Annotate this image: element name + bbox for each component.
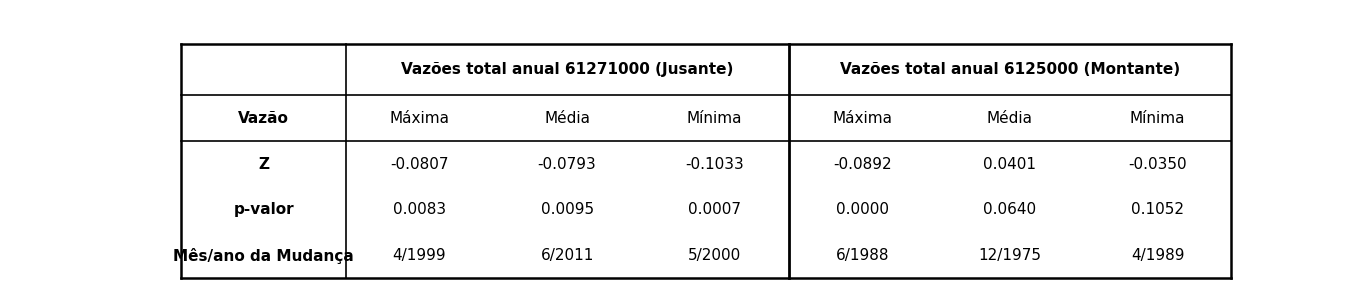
Text: p-valor: p-valor (234, 202, 294, 217)
Text: Vazões total anual 61271000 (Jusante): Vazões total anual 61271000 (Jusante) (401, 62, 733, 77)
Text: 0.0401: 0.0401 (983, 156, 1036, 171)
Text: -0.0350: -0.0350 (1128, 156, 1187, 171)
Text: 6/1988: 6/1988 (835, 248, 889, 263)
Text: -0.0793: -0.0793 (537, 156, 596, 171)
Text: 0.0007: 0.0007 (688, 202, 741, 217)
Text: Máxima: Máxima (390, 111, 450, 126)
Text: Vazão: Vazão (238, 111, 288, 126)
Text: -0.1033: -0.1033 (685, 156, 744, 171)
Text: Mês/ano da Mudança: Mês/ano da Mudança (174, 248, 354, 264)
Text: Vazões total anual 6125000 (Montante): Vazões total anual 6125000 (Montante) (839, 62, 1180, 77)
Text: 4/1999: 4/1999 (392, 248, 446, 263)
Text: 6/2011: 6/2011 (540, 248, 593, 263)
Text: 12/1975: 12/1975 (979, 248, 1042, 263)
Text: 5/2000: 5/2000 (688, 248, 741, 263)
Text: 0.0640: 0.0640 (983, 202, 1036, 217)
Text: -0.0807: -0.0807 (390, 156, 448, 171)
Text: Máxima: Máxima (833, 111, 893, 126)
Text: 0.0000: 0.0000 (835, 202, 889, 217)
Text: 0.1052: 0.1052 (1131, 202, 1184, 217)
Text: Mínima: Mínima (688, 111, 742, 126)
Text: 0.0083: 0.0083 (392, 202, 446, 217)
Text: Mínima: Mínima (1129, 111, 1185, 126)
Text: 4/1989: 4/1989 (1131, 248, 1184, 263)
Text: Média: Média (987, 111, 1033, 126)
Text: 0.0095: 0.0095 (540, 202, 593, 217)
Text: -0.0892: -0.0892 (833, 156, 891, 171)
Text: Média: Média (544, 111, 591, 126)
Text: Z: Z (258, 156, 269, 171)
